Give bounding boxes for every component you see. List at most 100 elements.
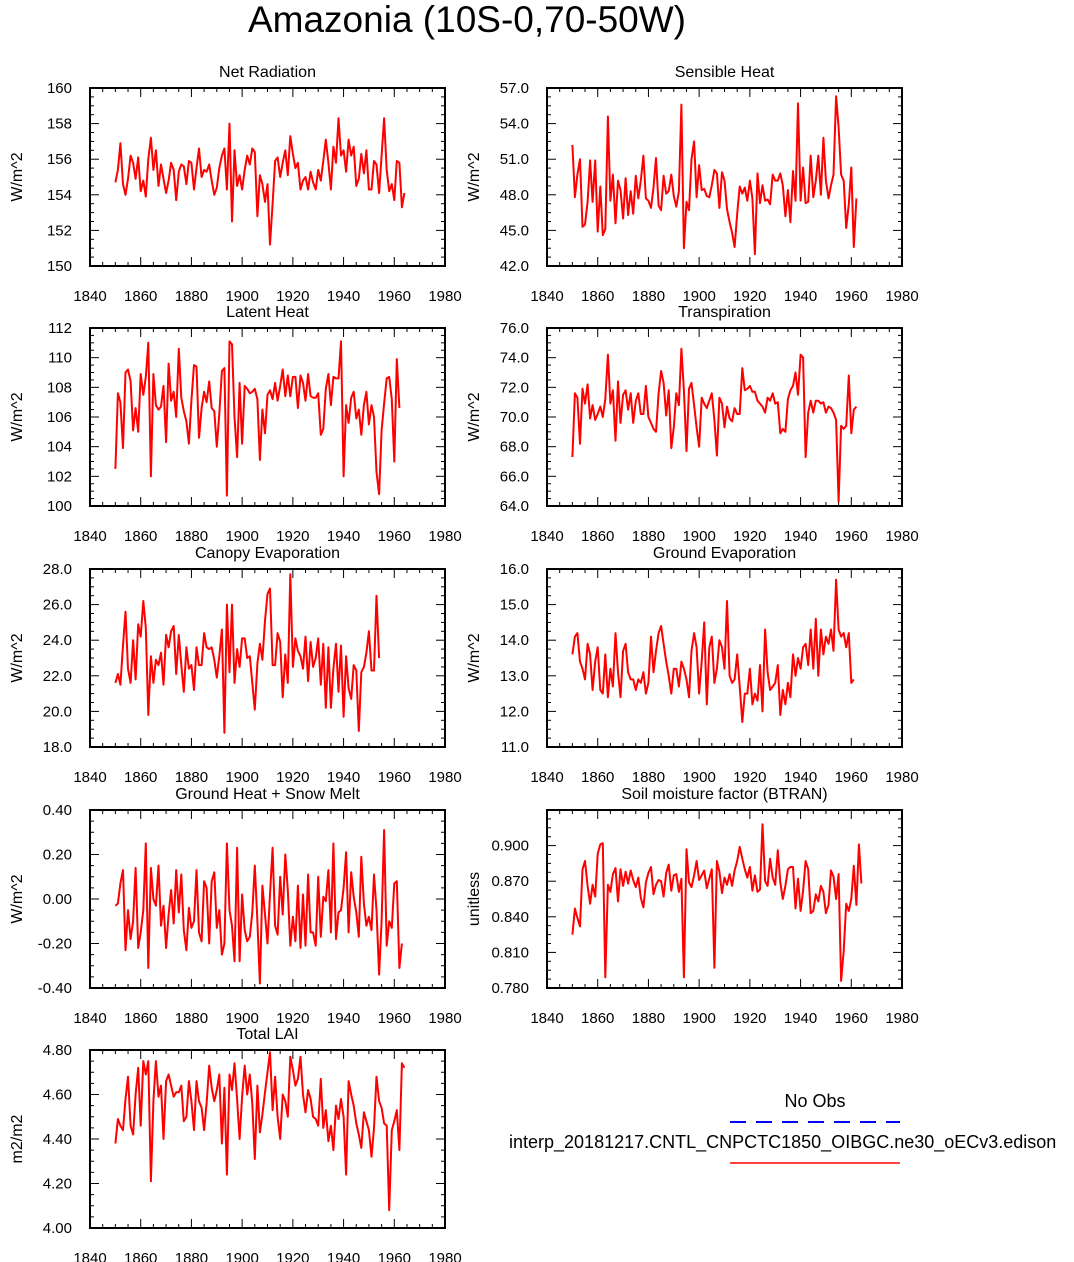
plot-frame (89, 327, 446, 507)
y-tick-label: 48.0 (500, 187, 529, 204)
y-tick-label: 156 (47, 151, 72, 168)
x-tick-label: 1880 (632, 769, 665, 786)
x-tick-label: 1940 (327, 1010, 360, 1027)
x-tick-label: 1980 (428, 769, 461, 786)
y-tick-label: 4.40 (43, 1131, 72, 1148)
panel-title: Total LAI (236, 1026, 298, 1043)
x-tick-label: 1980 (885, 1010, 918, 1027)
y-tick-label: 72.0 (500, 379, 529, 396)
x-tick-label: 1840 (530, 288, 563, 305)
plot-frame (89, 1049, 446, 1229)
series-line (571, 347, 858, 503)
legend-obs-label: No Obs (784, 1091, 845, 1111)
plot-frame (89, 568, 446, 748)
y-tick-label: 4.20 (43, 1176, 72, 1193)
x-tick-label: 1920 (276, 769, 309, 786)
series-line (114, 573, 381, 734)
x-tick-label: 1980 (428, 528, 461, 545)
panel-8: Soil moisture factor (BTRAN) unitless 1840… (466, 786, 919, 1027)
panel-title: Canopy Evaporation (195, 545, 340, 562)
y-tick-label: 108 (47, 379, 72, 396)
panel-title: Net Radiation (219, 64, 316, 81)
x-tick-label: 1880 (632, 1010, 665, 1027)
y-tick-label: 18.0 (43, 739, 72, 756)
plot-frame (546, 809, 903, 989)
y-tick-label: 64.0 (500, 498, 529, 515)
x-tick-label: 1980 (885, 288, 918, 305)
x-tick-label: 1960 (835, 1010, 868, 1027)
y-tick-label: 11.0 (501, 739, 529, 756)
y-tick-label: 42.0 (500, 258, 529, 275)
x-tick-label: 1840 (530, 528, 563, 545)
y-tick-label: 51.0 (500, 151, 529, 168)
panel-title: Ground Evaporation (653, 545, 796, 562)
series-line (114, 340, 401, 497)
y-tick-label: 20.0 (43, 703, 72, 720)
series-line (571, 95, 858, 256)
y-tick-label: 150 (47, 258, 72, 275)
panel-title: Transpiration (678, 304, 771, 321)
x-tick-label: 1960 (378, 1250, 411, 1262)
series-line (571, 578, 855, 724)
x-tick-label: 1920 (276, 1250, 309, 1262)
y-tick-label: 104 (47, 439, 72, 456)
x-tick-label: 1860 (124, 769, 157, 786)
panel-6: Ground Evaporation W/m^2 1840 1860 1880 1900 1… (466, 545, 919, 786)
x-tick-label: 1840 (530, 769, 563, 786)
x-tick-label: 1840 (530, 1010, 563, 1027)
x-tick-label: 1940 (784, 288, 817, 305)
y-tick-label: 0.780 (491, 980, 529, 997)
x-tick-label: 1960 (378, 288, 411, 305)
y-tick-label: 0.840 (491, 909, 529, 926)
y-tick-label: 158 (47, 116, 72, 133)
y-axis-label: unitless (466, 872, 483, 926)
x-tick-label: 1940 (327, 288, 360, 305)
x-tick-label: 1860 (581, 769, 614, 786)
y-tick-label: 0.40 (43, 802, 72, 819)
y-tick-label: 112 (48, 320, 72, 337)
y-tick-label: 54.0 (500, 116, 529, 133)
x-tick-label: 1900 (225, 1010, 258, 1027)
x-tick-label: 1880 (632, 288, 665, 305)
panels: Net Radiation W/m^2 1840 1860 1880 1900 1920 19… (9, 64, 919, 1262)
y-tick-label: 0.810 (491, 944, 529, 961)
panel-2: Sensible Heat W/m^2 1840 1860 1880 1900 1920 19… (466, 64, 919, 305)
panel-7: Ground Heat + Snow Melt W/m^2 1840 1860 1880… (9, 786, 462, 1027)
y-tick-label: 152 (47, 222, 72, 239)
y-tick-label: 154 (47, 187, 72, 204)
x-tick-label: 1980 (428, 1010, 461, 1027)
panel-1: Net Radiation W/m^2 1840 1860 1880 1900 1920 19… (9, 64, 462, 305)
x-tick-label: 1980 (428, 288, 461, 305)
plot-frame (89, 87, 446, 267)
x-tick-label: 1860 (124, 288, 157, 305)
y-tick-label: 0.20 (43, 847, 72, 864)
x-tick-label: 1960 (835, 769, 868, 786)
y-tick-label: 14.0 (500, 632, 529, 649)
y-tick-label: 74.0 (500, 350, 529, 367)
y-tick-label: 66.0 (500, 468, 529, 485)
x-tick-label: 1980 (885, 528, 918, 545)
x-tick-label: 1880 (175, 528, 208, 545)
x-tick-label: 1840 (73, 1010, 106, 1027)
x-tick-label: 1940 (327, 528, 360, 545)
x-tick-label: 1940 (784, 1010, 817, 1027)
x-tick-label: 1960 (378, 1010, 411, 1027)
x-tick-label: 1920 (276, 528, 309, 545)
y-tick-label: 76.0 (500, 320, 529, 337)
x-tick-label: 1880 (175, 1250, 208, 1262)
plot-frame (546, 327, 903, 507)
x-tick-label: 1960 (378, 528, 411, 545)
x-tick-label: 1880 (632, 528, 665, 545)
y-tick-label: 0.870 (491, 873, 529, 890)
y-axis-label: W/m^2 (466, 633, 483, 682)
y-tick-label: 70.0 (500, 409, 529, 426)
plot-frame (546, 87, 903, 267)
x-tick-label: 1940 (784, 769, 817, 786)
x-tick-label: 1920 (733, 769, 766, 786)
y-axis-label: W/m^2 (9, 874, 26, 923)
series-line (114, 117, 406, 246)
y-tick-label: -0.40 (38, 980, 72, 997)
x-tick-label: 1840 (73, 1250, 106, 1262)
x-tick-label: 1880 (175, 288, 208, 305)
